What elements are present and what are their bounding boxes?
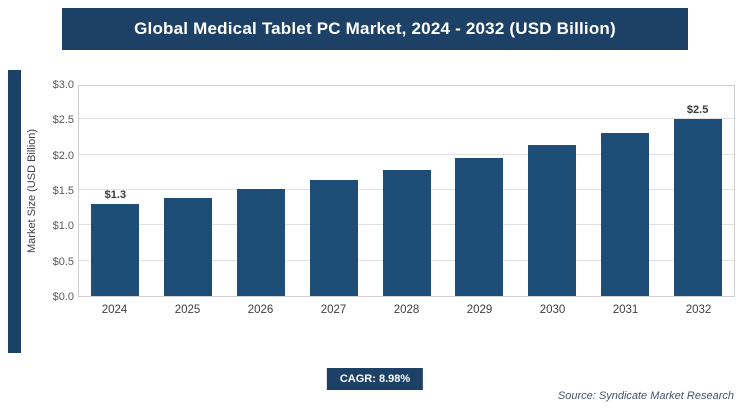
x-tick-label-2024: 2024 (101, 304, 128, 316)
x-tick-label-2027: 2027 (320, 304, 347, 316)
bar-2029 (455, 158, 504, 296)
gridline (79, 153, 734, 155)
x-tick-label-2029: 2029 (466, 304, 493, 316)
bar-2027 (309, 180, 358, 296)
y-axis-ticks: $0.0 $0.5 $1.0 $1.5 $2.0 $2.5 $3.0 (36, 79, 74, 303)
bar-2024 (91, 204, 140, 296)
x-tick-label-2032: 2032 (685, 304, 712, 316)
x-tick-label-2026: 2026 (247, 304, 274, 316)
bar-slot-2027 (297, 86, 370, 296)
bar-value-label-2032: $2.5 (686, 104, 709, 117)
y-tick-label: $0.0 (52, 291, 74, 303)
bar-value-label-2024: $1.3 (104, 189, 127, 202)
bar-slot-2025 (152, 86, 225, 296)
bar-slot-2031 (588, 86, 661, 296)
bar-2032 (673, 119, 722, 296)
y-tick-label: $1.0 (52, 220, 74, 233)
bar-slot-2030 (516, 86, 589, 296)
left-accent-strip (8, 70, 21, 353)
bar-slot-2032: $2.5 (661, 86, 734, 296)
y-tick-label: $2.5 (52, 114, 74, 127)
y-tick-label: $0.5 (52, 255, 74, 268)
chart-title: Global Medical Tablet PC Market, 2024 - … (134, 19, 616, 38)
bar-series: $1.3 $2.5 (79, 86, 734, 296)
bar-2028 (382, 169, 431, 296)
gridline (79, 118, 734, 120)
cagr-badge: CAGR: 8.98% (326, 368, 424, 390)
y-tick-label: $1.5 (52, 185, 74, 197)
plot-area: $1.3 $2.5 (78, 85, 735, 297)
bar-2030 (528, 145, 577, 296)
bar-2025 (164, 198, 213, 296)
x-tick-label-2025: 2025 (174, 304, 201, 316)
source-text: Source: Syndicate Market Research (557, 390, 734, 402)
x-tick-label-2028: 2028 (393, 304, 420, 316)
bar-slot-2028 (370, 86, 443, 296)
bar-slot-2024: $1.3 (79, 86, 152, 296)
x-axis-labels: 2024 2025 2026 2027 2028 2029 2030 2031 2032 (78, 304, 735, 316)
y-tick-label: $2.0 (52, 149, 74, 162)
bar-slot-2029 (443, 86, 516, 296)
chart-title-banner: Global Medical Tablet PC Market, 2024 - … (62, 8, 688, 50)
y-tick-label: $3.0 (52, 79, 74, 91)
x-tick-label-2031: 2031 (612, 304, 639, 316)
bar-2031 (600, 132, 649, 296)
bar-slot-2026 (225, 86, 298, 296)
x-tick-label-2030: 2030 (539, 304, 566, 316)
bar-2026 (236, 189, 285, 296)
